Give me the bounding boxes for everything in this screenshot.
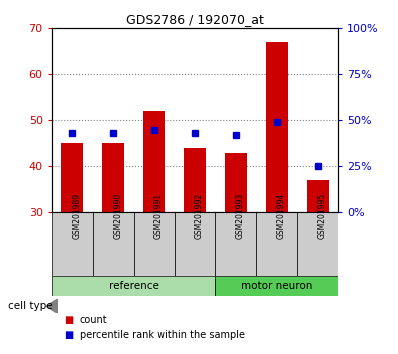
Text: ■: ■: [64, 330, 73, 339]
Text: GSM201995: GSM201995: [318, 193, 327, 239]
Title: GDS2786 / 192070_at: GDS2786 / 192070_at: [126, 13, 264, 26]
Text: cell type: cell type: [8, 301, 53, 311]
Text: GSM201992: GSM201992: [195, 193, 204, 239]
Bar: [52, 276, 215, 296]
Bar: [175, 212, 215, 276]
Bar: [102, 143, 125, 212]
Bar: [52, 212, 93, 276]
Text: GSM201989: GSM201989: [72, 193, 81, 239]
Text: percentile rank within the sample: percentile rank within the sample: [80, 330, 245, 339]
Bar: [184, 148, 206, 212]
Text: GSM201990: GSM201990: [113, 193, 122, 239]
Bar: [306, 180, 329, 212]
Bar: [297, 212, 338, 276]
Text: reference: reference: [109, 281, 158, 291]
Bar: [265, 42, 288, 212]
Text: GSM201993: GSM201993: [236, 193, 245, 239]
Text: GSM201994: GSM201994: [277, 193, 286, 239]
Bar: [225, 153, 247, 212]
Text: motor neuron: motor neuron: [241, 281, 312, 291]
Text: count: count: [80, 315, 107, 325]
Text: ■: ■: [64, 315, 73, 325]
Text: GSM201991: GSM201991: [154, 193, 163, 239]
Polygon shape: [46, 299, 58, 313]
Bar: [143, 111, 165, 212]
Bar: [93, 212, 134, 276]
Bar: [256, 212, 297, 276]
Bar: [134, 212, 175, 276]
Bar: [61, 143, 84, 212]
Bar: [215, 212, 256, 276]
Bar: [215, 276, 338, 296]
